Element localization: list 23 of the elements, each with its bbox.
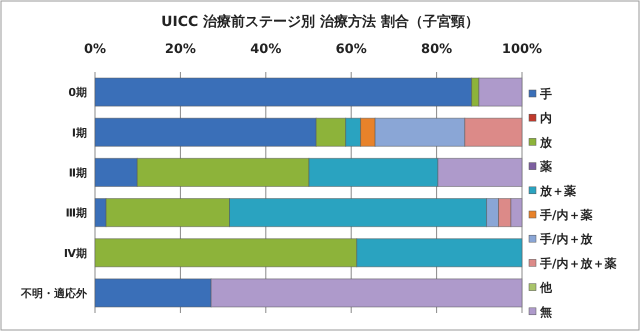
legend-label: 内 <box>540 111 552 126</box>
x-tick-label: 40% <box>250 42 282 57</box>
legend-label: 他 <box>539 280 553 295</box>
legend-label: 手 <box>539 87 552 101</box>
y-tick-label: Ⅲ期 <box>66 206 87 220</box>
legend-label: 放＋薬 <box>539 184 576 198</box>
chart-title: UICC 治療前ステージ別 治療方法 割合（子宮頸） <box>161 13 479 30</box>
legend-label: 手/内＋薬 <box>539 208 592 222</box>
legend-label: 放 <box>539 135 553 150</box>
legend-label: 薬 <box>539 160 552 174</box>
x-tick-label: 80% <box>421 42 452 57</box>
legend-label: 手/内＋放＋薬 <box>539 256 616 270</box>
y-tick-label: Ⅳ期 <box>64 246 87 260</box>
x-tick-label: 20% <box>164 42 196 57</box>
y-tick-label: Ⅱ期 <box>68 166 87 180</box>
x-tick-label: 100% <box>502 42 542 57</box>
x-tick-label: 60% <box>336 42 367 57</box>
y-tick-label: Ⅰ期 <box>72 126 87 140</box>
x-tick-label: 0% <box>84 42 106 57</box>
y-tick-label: 不明・適応外 <box>20 286 88 300</box>
legend-label: 手/内＋放 <box>539 232 594 246</box>
y-tick-label: 0期 <box>68 86 87 100</box>
legend-label: 無 <box>539 304 552 319</box>
